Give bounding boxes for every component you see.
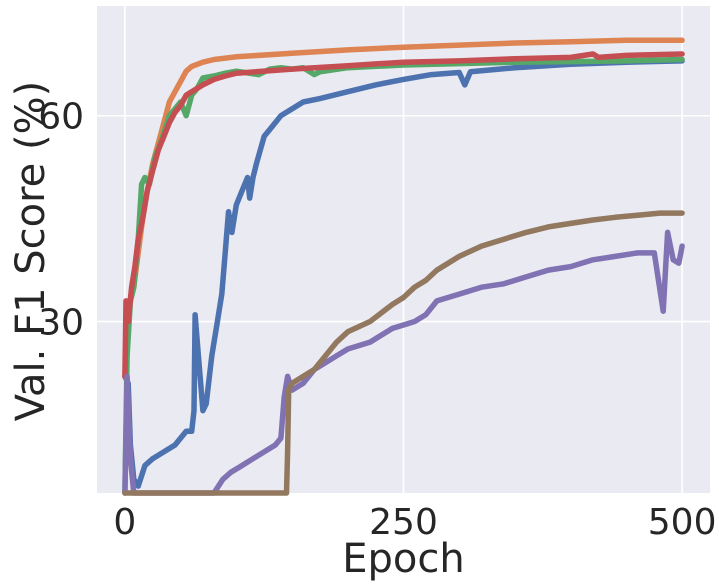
series-line-6 <box>122 210 685 496</box>
x-axis-label: Epoch <box>342 536 464 582</box>
tick-labels: 0 250 500 30 60 <box>38 97 716 543</box>
x-tick-label: 250 <box>369 502 438 543</box>
y-tick-label: 30 <box>38 303 84 344</box>
series-line-5 <box>122 229 685 496</box>
y-axis-label: Val. F1 Score (%) <box>8 81 54 421</box>
series-line-1 <box>122 58 685 489</box>
series-layer <box>122 37 685 496</box>
y-tick-label: 60 <box>38 97 84 138</box>
series-line-4 <box>122 51 685 380</box>
x-tick-label: 0 <box>113 502 136 543</box>
x-tick-label: 500 <box>648 502 717 543</box>
